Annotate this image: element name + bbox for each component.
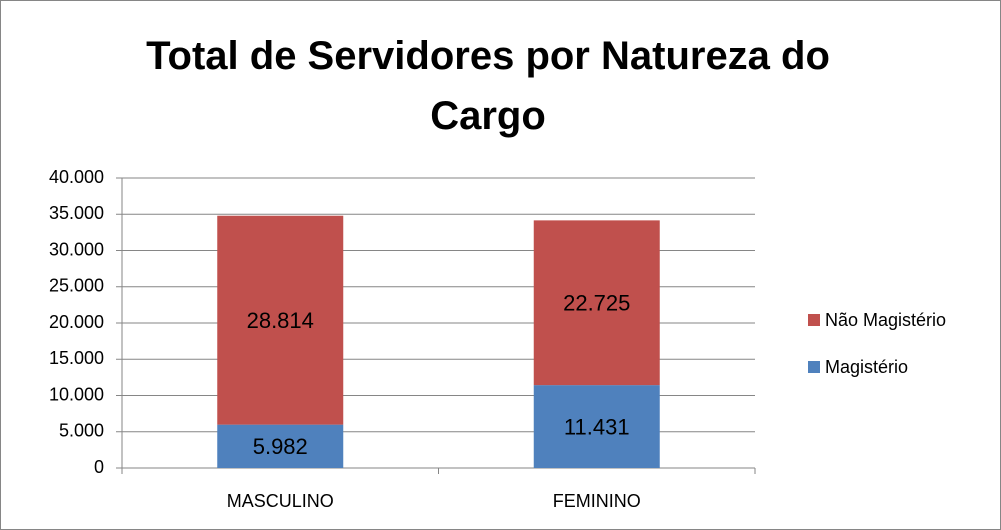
- x-tick-label: FEMININO: [553, 491, 641, 511]
- data-label: 28.814: [247, 308, 314, 333]
- y-tick-label: 5.000: [59, 421, 104, 441]
- y-tick-label: 20.000: [49, 312, 104, 332]
- legend-label: Magistério: [825, 357, 908, 377]
- bar-segment: [217, 215, 344, 425]
- bar-segment: [533, 220, 660, 386]
- y-tick-label: 0: [94, 457, 104, 477]
- data-label: 22.725: [563, 291, 630, 316]
- y-tick-label: 25.000: [49, 276, 104, 296]
- x-tick-label: MASCULINO: [227, 491, 334, 511]
- bar-segment: [217, 424, 344, 468]
- bar-segment: [533, 385, 660, 468]
- y-tick-label: 40.000: [49, 167, 104, 187]
- legend-label: Não Magistério: [825, 310, 946, 330]
- y-tick-label: 10.000: [49, 384, 104, 404]
- data-label: 5.982: [253, 434, 308, 459]
- y-tick-label: 30.000: [49, 239, 104, 259]
- data-label: 11.431: [564, 414, 630, 439]
- chart-title: Total de Servidores por Natureza do Carg…: [146, 34, 830, 138]
- legend-swatch: [808, 314, 820, 326]
- y-tick-label: 15.000: [49, 348, 104, 368]
- legend-swatch: [808, 361, 820, 373]
- y-tick-label: 35.000: [49, 203, 104, 223]
